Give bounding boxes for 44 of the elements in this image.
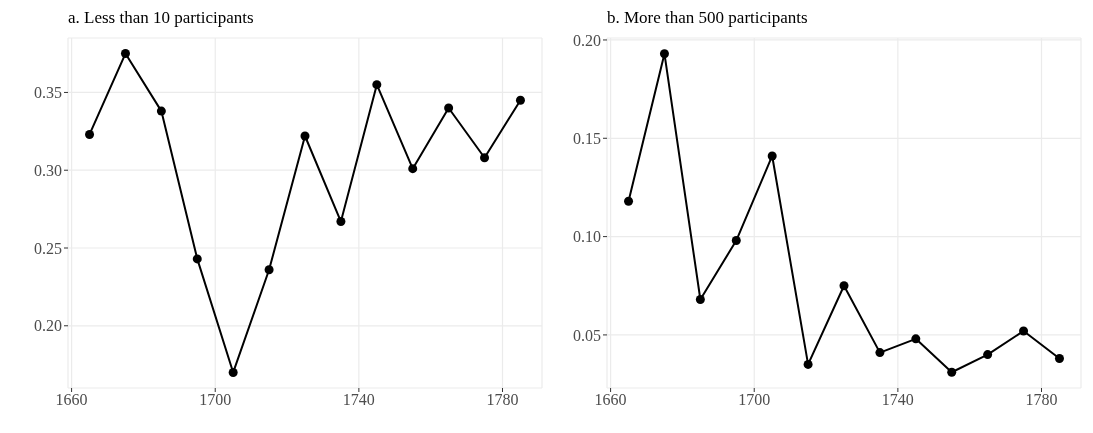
y-tick-label: 0.05 [573, 326, 601, 344]
chart-title: a. Less than 10 participants [68, 8, 254, 28]
point [156, 106, 166, 116]
point [767, 151, 777, 161]
y-tick-label: 0.10 [573, 228, 601, 246]
y-tick-label: 0.25 [34, 239, 62, 257]
point [192, 254, 202, 264]
point [85, 129, 95, 139]
point [839, 281, 849, 291]
x-tick-label: 1740 [881, 391, 914, 409]
point [875, 348, 885, 358]
point [336, 217, 346, 227]
y-tick-label: 0.20 [573, 31, 601, 49]
point [624, 196, 634, 206]
point [120, 49, 130, 59]
point [228, 367, 238, 377]
y-tick-label: 0.15 [573, 129, 601, 147]
point [408, 164, 418, 174]
y-tick-label: 0.30 [34, 161, 62, 179]
point [695, 295, 705, 305]
x-tick-label: 1780 [486, 391, 519, 409]
point [264, 265, 274, 275]
point [983, 350, 993, 360]
x-tick-label: 1700 [199, 391, 232, 409]
point [372, 80, 382, 90]
point [1019, 326, 1029, 336]
point [731, 236, 741, 246]
y-tick-label: 0.35 [34, 84, 62, 102]
x-tick-label: 1660 [55, 391, 88, 409]
point [659, 49, 669, 59]
point [803, 359, 813, 369]
x-tick-label: 1780 [1025, 391, 1058, 409]
point [947, 367, 957, 377]
point [1054, 354, 1064, 364]
point [515, 95, 525, 105]
x-tick-label: 1660 [594, 391, 627, 409]
point [911, 334, 921, 344]
point [300, 131, 310, 141]
x-tick-label: 1740 [342, 391, 375, 409]
chart-title: b. More than 500 participants [607, 8, 808, 28]
x-tick-label: 1700 [738, 391, 771, 409]
y-tick-label: 0.20 [34, 317, 62, 335]
point [480, 153, 490, 163]
point [444, 103, 454, 113]
